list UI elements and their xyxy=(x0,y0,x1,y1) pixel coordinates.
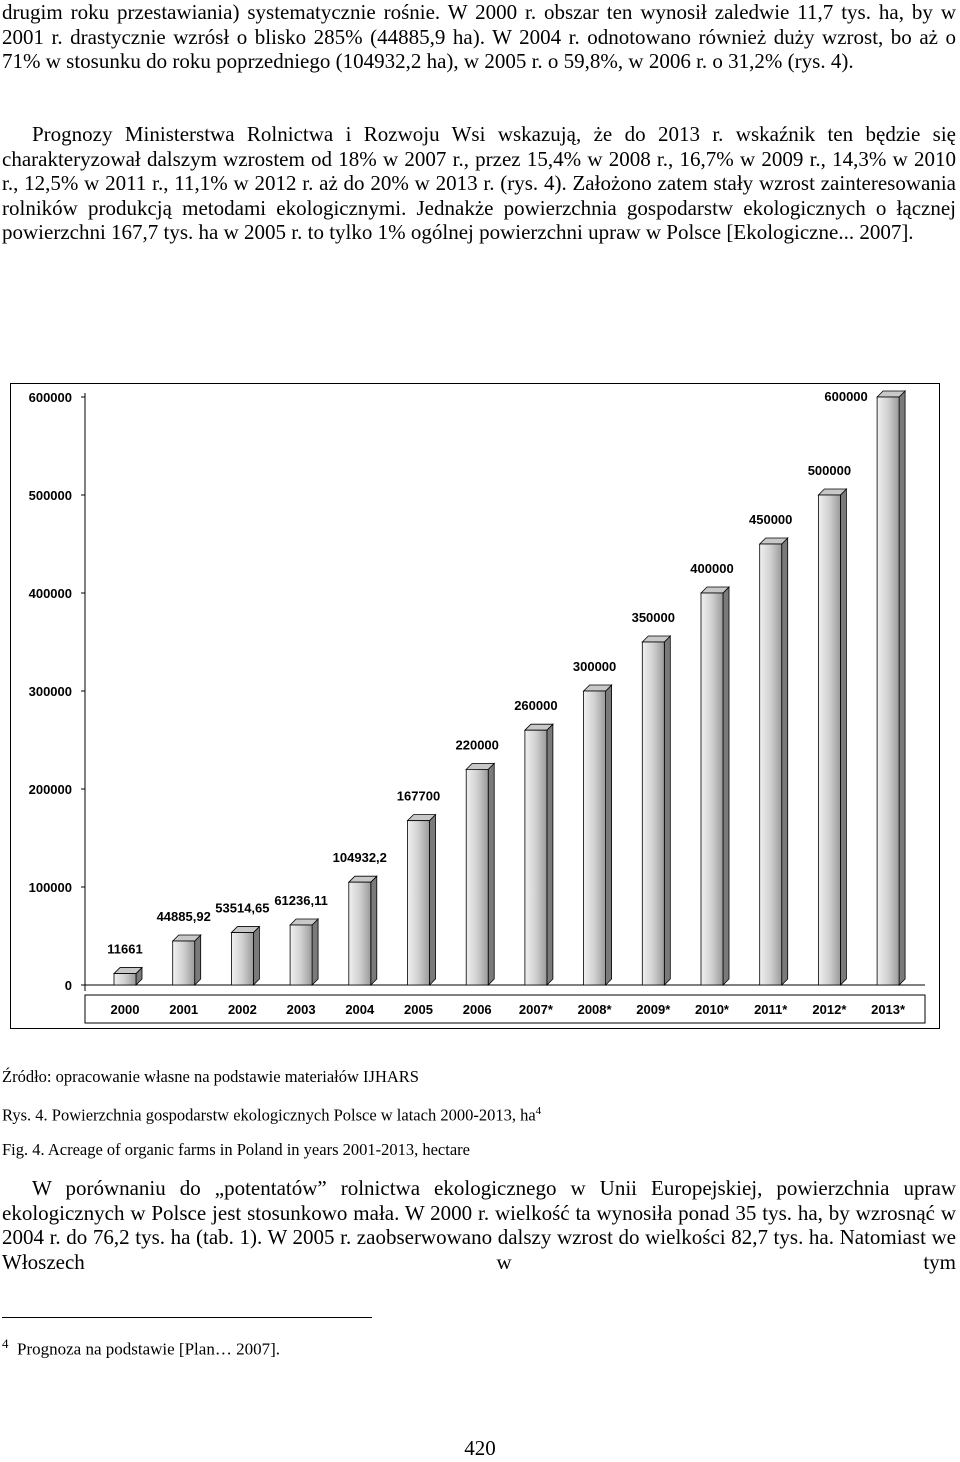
x-tick-label: 2006 xyxy=(463,1002,492,1017)
bar xyxy=(641,635,672,986)
x-tick-label: 2010* xyxy=(695,1002,730,1017)
caption-pl: Rys. 4. Powierzchnia gospodarstw ekologi… xyxy=(2,1105,541,1126)
bar xyxy=(406,813,437,986)
x-tick-label: 2009* xyxy=(636,1002,671,1017)
bar xyxy=(758,537,789,986)
y-tick-label: 100000 xyxy=(29,880,72,895)
data-label: 220000 xyxy=(456,737,499,752)
data-label: 104932,2 xyxy=(333,850,387,865)
data-label: 600000 xyxy=(824,389,867,404)
bar xyxy=(289,918,320,986)
footnote: 4 Prognoza na podstawie [Plan… 2007]. xyxy=(2,1336,280,1360)
data-label: 167700 xyxy=(397,789,440,804)
y-tick-label: 0 xyxy=(65,978,72,993)
data-label: 300000 xyxy=(573,659,616,674)
page-number: 420 xyxy=(464,1436,496,1460)
x-tick-label: 2000 xyxy=(111,1002,140,1017)
x-tick-label: 2007* xyxy=(519,1002,554,1017)
x-tick-label: 2001 xyxy=(169,1002,198,1017)
paragraph: Prognozy Ministerstwa Rolnictwa i Rozwoj… xyxy=(2,122,956,245)
bar xyxy=(230,925,261,986)
y-tick-label: 600000 xyxy=(29,390,72,405)
bar xyxy=(876,390,907,986)
source: Źródło: opracowanie własne na podstawie … xyxy=(2,1067,419,1086)
data-label: 500000 xyxy=(808,463,851,478)
y-tick-label: 500000 xyxy=(29,488,72,503)
y-tick-label: 400000 xyxy=(29,586,72,601)
data-label: 44885,92 xyxy=(157,909,211,924)
chart: 0 100000 200000 300000 400000 500000 600000 200… xyxy=(10,383,940,1029)
data-label: 11661 xyxy=(107,942,142,957)
y-tick-label: 300000 xyxy=(29,684,72,699)
caption-text: Rys. 4. Powierzchnia gospodarstw ekologi… xyxy=(2,1105,536,1125)
x-tick-label: 2004 xyxy=(345,1002,375,1017)
x-tick-label: 2002 xyxy=(228,1002,257,1017)
paragraph: W porównaniu do „potentatów” rolnictwa e… xyxy=(2,1176,956,1274)
bar xyxy=(113,966,143,986)
y-tick-label: 200000 xyxy=(29,782,72,797)
footnote-text: Prognoza na podstawie [Plan… 2007]. xyxy=(17,1339,280,1359)
data-label: 61236,11 xyxy=(274,893,328,908)
footnote-mark: 4 xyxy=(2,1336,9,1351)
footnote-rule xyxy=(2,1317,372,1318)
bar xyxy=(817,488,848,986)
bar xyxy=(523,723,554,986)
category-strip xyxy=(84,994,926,1024)
data-label: 53514,65 xyxy=(215,901,269,916)
data-label: 400000 xyxy=(690,561,733,576)
bar xyxy=(582,684,613,986)
paragraph: drugim roku przestawiania) systematyczni… xyxy=(2,0,956,74)
x-tick-label: 2005 xyxy=(404,1002,433,1017)
x-tick-label: 2012* xyxy=(812,1002,847,1017)
superscript: 4 xyxy=(535,1105,542,1117)
x-tick-label: 2013* xyxy=(871,1002,906,1017)
caption-en: Fig. 4. Acreage of organic farms in Pola… xyxy=(2,1140,470,1159)
bar xyxy=(171,934,202,986)
x-tick-label: 2011* xyxy=(754,1002,788,1017)
bar xyxy=(465,762,496,986)
data-label: 450000 xyxy=(749,512,792,527)
x-tick-label: 2008* xyxy=(578,1002,613,1017)
x-tick-label: 2003 xyxy=(287,1002,316,1017)
data-label: 260000 xyxy=(514,698,557,713)
bar xyxy=(347,875,378,986)
bar xyxy=(700,586,730,986)
data-label: 350000 xyxy=(632,610,675,625)
